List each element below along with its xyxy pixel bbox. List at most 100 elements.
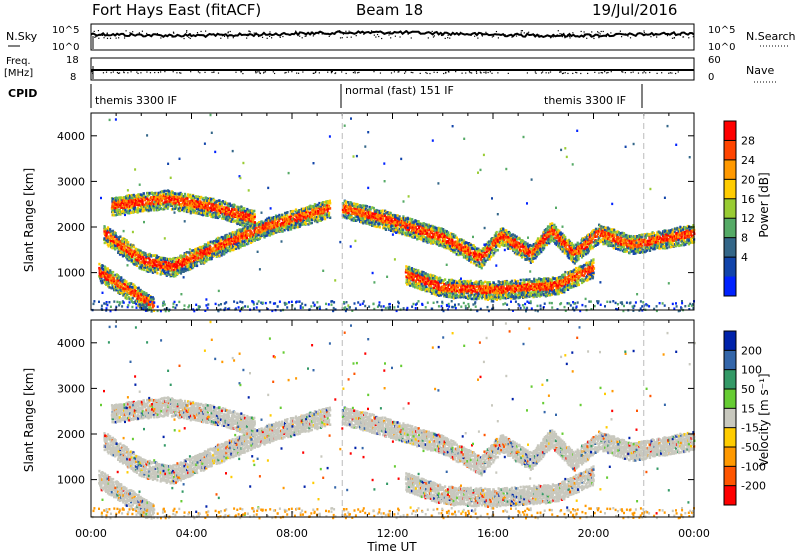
power-cell xyxy=(138,249,141,252)
nave-dot xyxy=(675,72,677,75)
power-cell xyxy=(159,264,162,267)
nave-dot xyxy=(470,72,473,74)
power-cell xyxy=(297,225,300,229)
power-cell xyxy=(416,237,419,241)
power-cell xyxy=(164,262,167,266)
nsearch-dot xyxy=(583,33,585,35)
power-cell xyxy=(192,265,195,269)
power-cell xyxy=(202,258,206,262)
power-cell xyxy=(564,235,567,239)
power-cell xyxy=(289,218,292,222)
power-cell xyxy=(235,245,238,248)
power-cell xyxy=(240,232,243,235)
power-cell xyxy=(178,263,182,266)
nsearch-dot xyxy=(593,37,595,40)
nsearch-dot xyxy=(527,32,529,34)
power-cell xyxy=(157,256,161,259)
power-cell xyxy=(215,248,218,252)
power-cell xyxy=(153,208,156,212)
nave-dot xyxy=(164,71,166,73)
power-cell xyxy=(428,233,431,237)
power-cell xyxy=(139,265,142,268)
power-cell xyxy=(572,257,576,260)
power-cell xyxy=(256,236,259,240)
power-cell xyxy=(184,269,187,273)
power-cell xyxy=(107,235,110,238)
power-cell xyxy=(126,211,129,215)
nsearch-dot xyxy=(321,33,323,35)
nave-dot xyxy=(559,71,562,73)
power-cell xyxy=(204,251,207,254)
power-cell xyxy=(119,240,122,244)
power-cell xyxy=(130,282,133,285)
nave-dot xyxy=(649,71,651,74)
power-cell xyxy=(289,220,292,224)
power-cell xyxy=(314,215,317,218)
power-cell xyxy=(104,233,107,237)
power-cell xyxy=(414,231,417,234)
power-cell xyxy=(114,235,117,239)
power-cell xyxy=(189,201,192,205)
power-cell xyxy=(208,208,211,211)
power-cell xyxy=(198,197,202,200)
nave-dot xyxy=(526,72,528,74)
nsearch-dot xyxy=(227,37,229,39)
power-cell xyxy=(321,203,324,207)
nsearch-dot xyxy=(279,36,281,38)
nave-dot xyxy=(302,71,304,73)
power-cell xyxy=(124,203,127,207)
nsearch-dot xyxy=(497,37,500,39)
power-cell xyxy=(239,232,242,236)
power-cell xyxy=(220,245,223,248)
power-cell xyxy=(131,255,134,258)
power-cell xyxy=(226,236,229,240)
power-cell xyxy=(147,256,150,260)
nsearch-dot xyxy=(523,36,525,38)
power-cell xyxy=(121,206,124,209)
power-cell xyxy=(164,259,167,262)
power-cell xyxy=(241,229,244,233)
nsearch-dot xyxy=(348,30,350,32)
nsky-trace xyxy=(90,29,695,49)
power-cell xyxy=(220,201,223,204)
power-cell xyxy=(309,211,312,214)
power-cell xyxy=(142,196,145,199)
power-cell xyxy=(127,194,130,197)
nsearch-dot xyxy=(389,32,391,34)
power-cell xyxy=(176,203,179,207)
nsearch-dot xyxy=(495,30,498,33)
power-cell xyxy=(165,205,168,208)
power-cell xyxy=(328,199,331,203)
power-cell xyxy=(154,206,157,209)
power-cell xyxy=(201,253,204,256)
power-cell xyxy=(554,225,558,229)
power-cell xyxy=(276,227,279,231)
nave-dot xyxy=(157,71,160,74)
nsearch-dot xyxy=(200,30,202,33)
power-cell xyxy=(177,258,181,262)
power-cell xyxy=(264,232,267,236)
power-cell xyxy=(130,201,133,204)
power-cell xyxy=(316,209,319,213)
power-cell xyxy=(146,206,149,209)
power-cell xyxy=(308,214,311,217)
nsearch-dot xyxy=(109,37,112,39)
nave-dot xyxy=(297,72,300,74)
power-cell xyxy=(235,243,238,246)
power-cell xyxy=(207,206,210,209)
nsearch-dot xyxy=(376,33,379,36)
nsearch-dot xyxy=(129,32,131,34)
power-cell xyxy=(163,193,166,197)
nave-dot xyxy=(425,71,427,74)
power-cell xyxy=(268,225,271,229)
power-cell xyxy=(148,206,151,210)
nsky-tick-low: 10^0 xyxy=(52,42,79,53)
power-cell xyxy=(239,245,242,249)
power-cell xyxy=(576,252,579,255)
power-cell xyxy=(163,270,166,274)
power-cell xyxy=(200,195,203,199)
nsearch-dot xyxy=(475,33,477,35)
nave-dot xyxy=(118,72,121,74)
power-cell xyxy=(164,265,167,269)
nsearch-dot xyxy=(494,33,496,35)
